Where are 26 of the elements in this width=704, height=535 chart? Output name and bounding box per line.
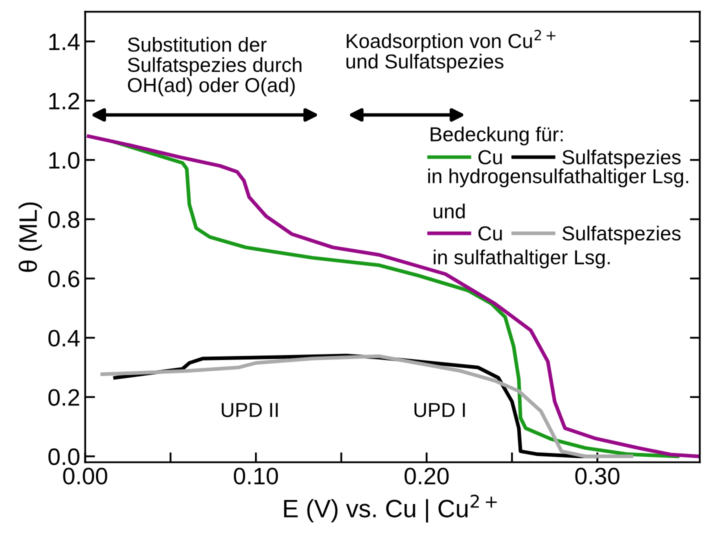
x-tick-label: 0.10 <box>234 468 278 484</box>
x-axis-title: E (V) vs. Cu | Cu$^{2+}$ <box>284 494 497 523</box>
y-tick-label: 0.8 <box>48 211 80 228</box>
y-tick-label: 1.4 <box>49 34 80 50</box>
y-tick-label: 0.0 <box>48 448 80 466</box>
legend-label: Sulfatspezies <box>562 150 681 168</box>
y-tick-label: 0.4 <box>48 330 80 347</box>
annotation: UPD II <box>222 403 278 418</box>
x-tick-label: 0.00 <box>63 468 108 484</box>
annotation: UPD I <box>414 403 465 418</box>
legend-label: Cu <box>478 226 502 241</box>
y-tick-label: 0.2 <box>48 389 80 406</box>
annotation: Substitution der Sulfatspezies durch OH(ad) oder O(ad) <box>128 36 302 96</box>
x-tick-label: 0.30 <box>575 468 620 484</box>
text: Koadsorption von Cu$^{2+}$ und Sulfatspezies <box>346 30 556 73</box>
legend-label: Sulfatspezies <box>562 226 681 245</box>
legend-label: Cu <box>478 150 502 164</box>
annotation: in sulfathaltiger Lsg. <box>434 250 610 268</box>
annotation: in hydrogensulfathaltiger Lsg. <box>428 168 688 188</box>
legend-title: Bedeckung für: <box>430 126 563 146</box>
y-tick-label: 1.0 <box>49 152 80 169</box>
annotation: und <box>434 204 465 218</box>
y-tick-label: 1.2 <box>49 92 80 110</box>
y-axis-title: θ (ML) <box>18 202 42 272</box>
x-tick-label: 0.20 <box>404 468 449 484</box>
y-tick-label: 0.6 <box>48 270 80 288</box>
